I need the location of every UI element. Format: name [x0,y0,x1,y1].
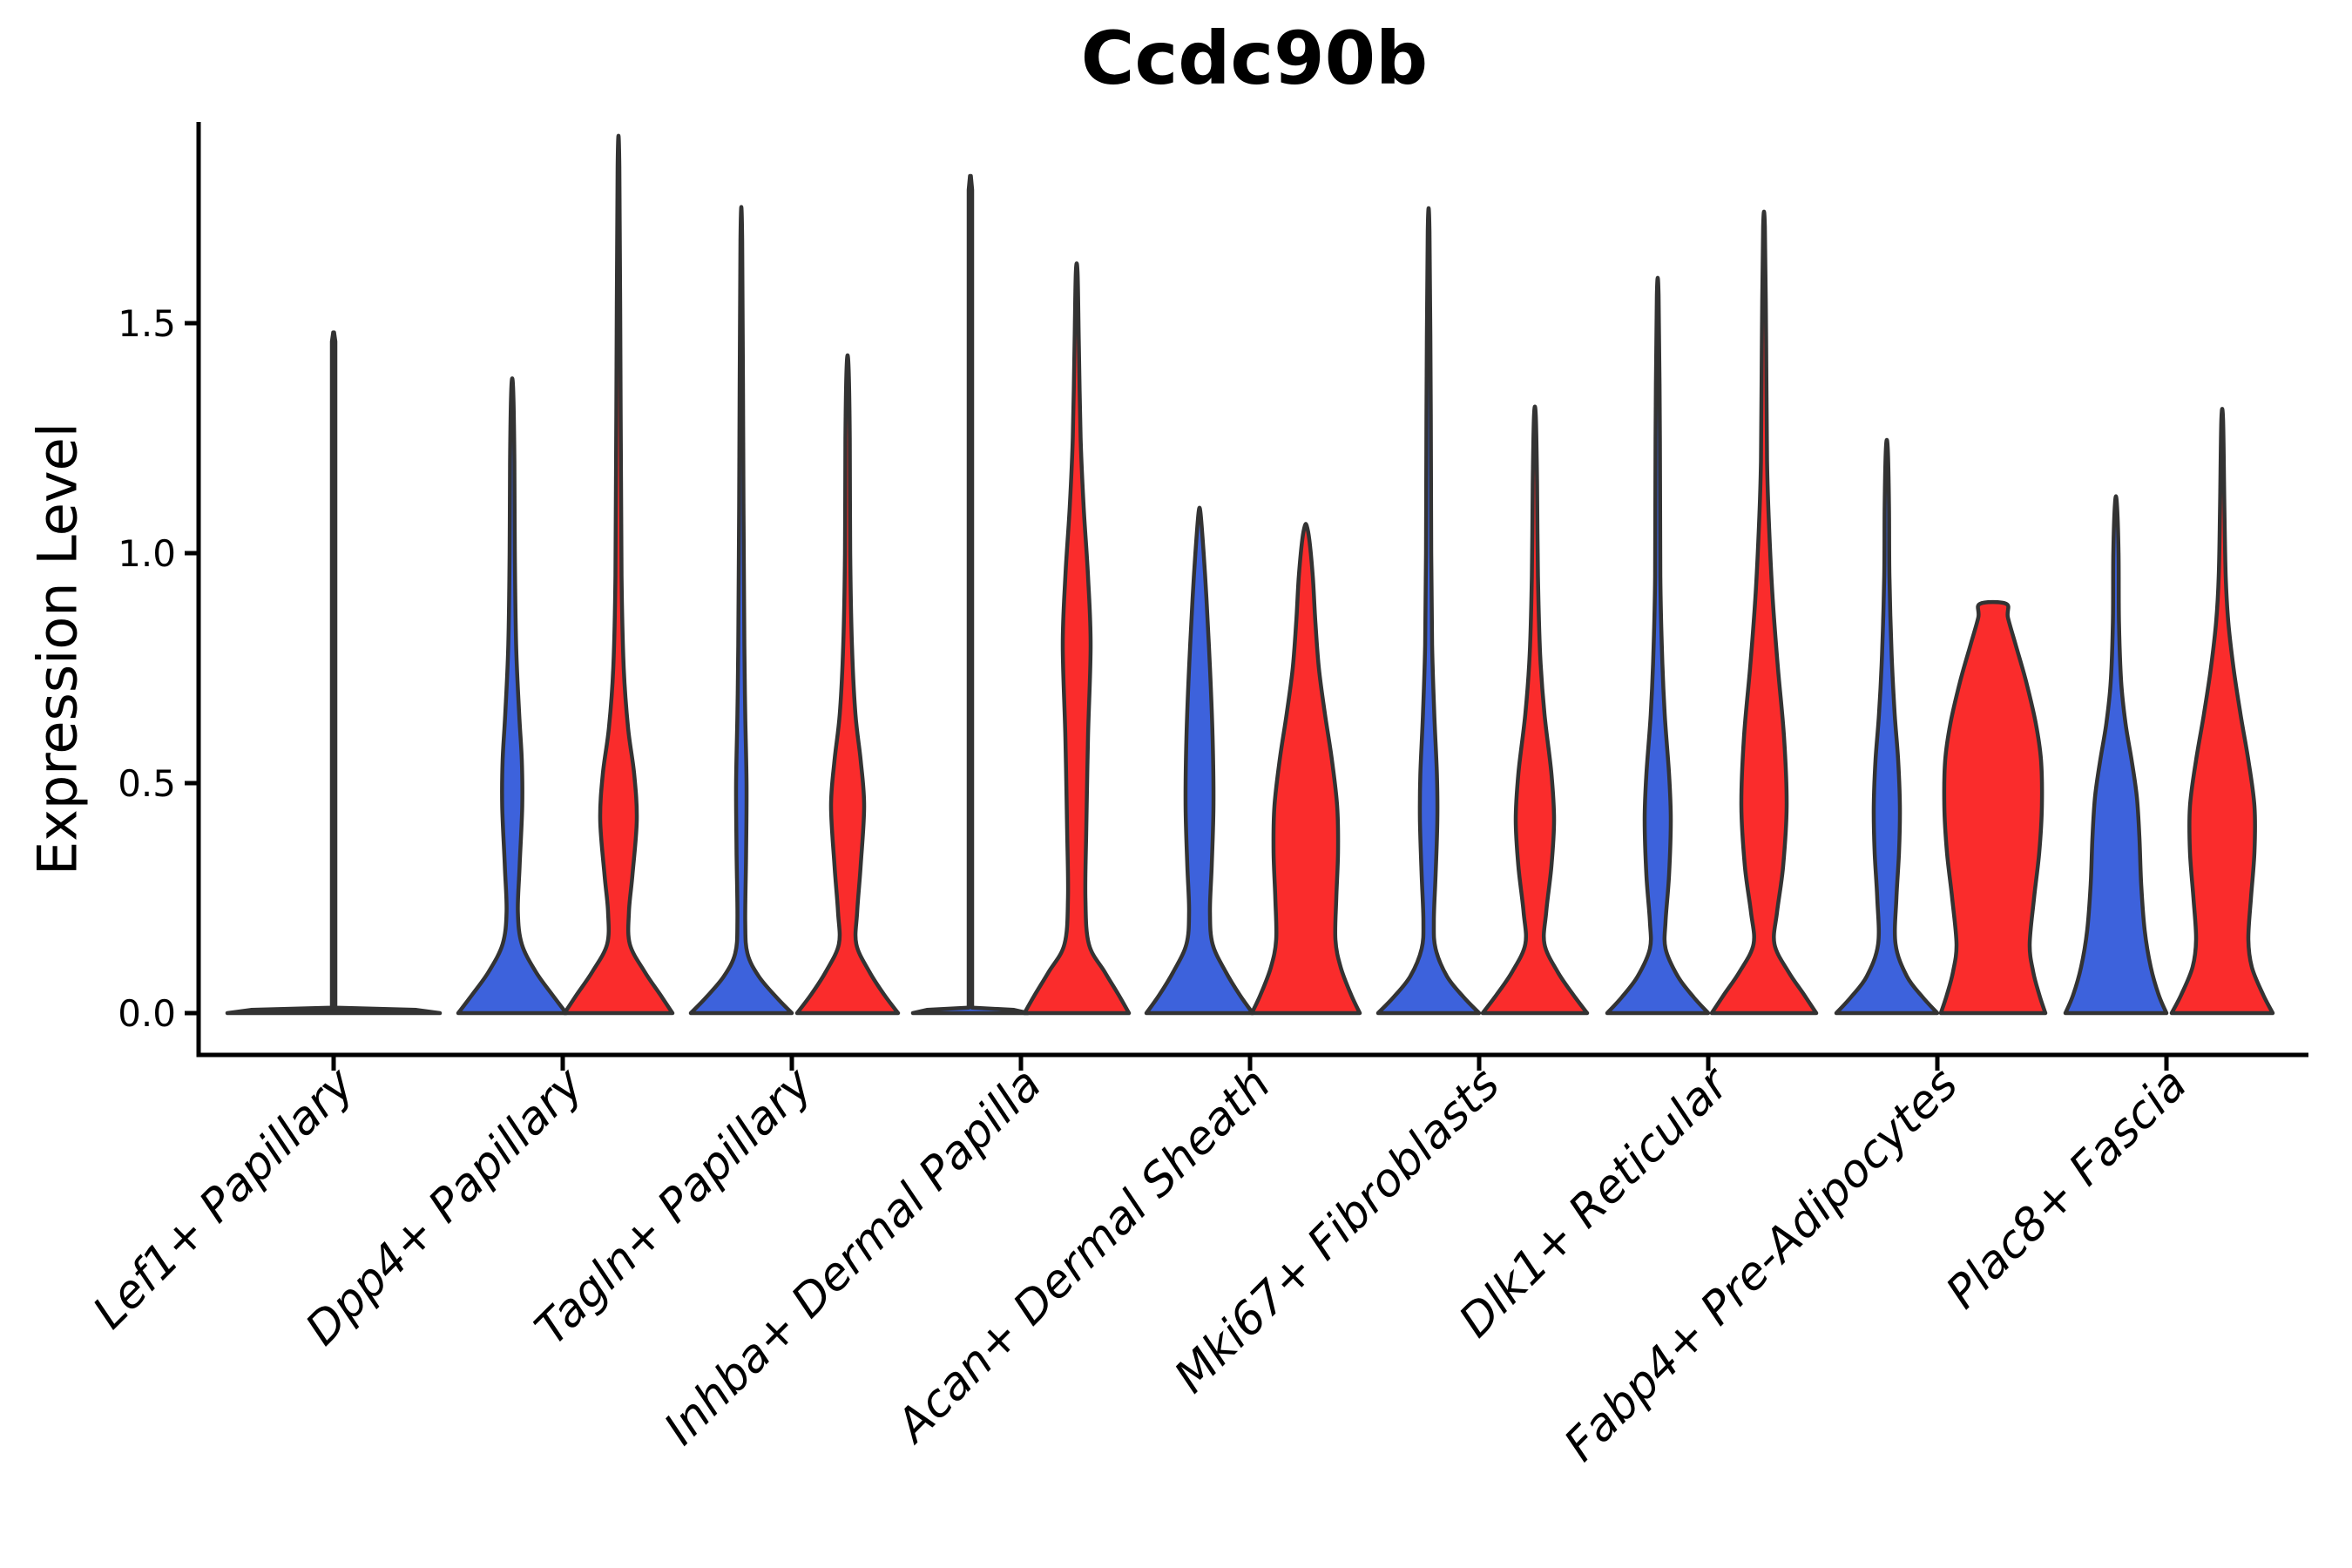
x-category-label: Inhba+ Dermal Papilla [654,1058,1051,1456]
x-category-label: Acan+ Dermal Sheath [885,1058,1281,1454]
y-tick-label: 0.5 [118,762,176,805]
violin-red-4 [1249,522,1362,1016]
y-tick-label: 0.0 [118,992,176,1035]
violin-blue-7 [1834,437,1940,1016]
violin-blue-3 [910,173,1031,1016]
x-category-label: Fabp4+ Pre-Adipocytes [1555,1058,1969,1472]
y-tick-label: 1.0 [118,532,176,575]
violin-blue-1 [456,376,569,1016]
y-tick-label: 1.5 [118,302,176,345]
violin-blue-5 [1375,206,1482,1016]
violin-red-1 [562,133,675,1016]
violin-red-8 [2169,407,2275,1016]
violin-red-6 [1709,209,1819,1016]
violin-red-7 [1938,599,2048,1016]
violin-red-5 [1480,404,1590,1016]
violin-red-2 [794,353,901,1016]
x-category-label: Plac8+ Fascia [1936,1058,2197,1319]
plot-title: Ccdc90b [1080,16,1429,101]
violin-red-3 [1022,261,1132,1016]
violin-blue-8 [2063,494,2169,1016]
violin-center-0 [225,330,443,1016]
violin-blue-2 [688,205,794,1016]
violin-blue-6 [1605,275,1711,1016]
violin-blue-4 [1144,505,1255,1016]
